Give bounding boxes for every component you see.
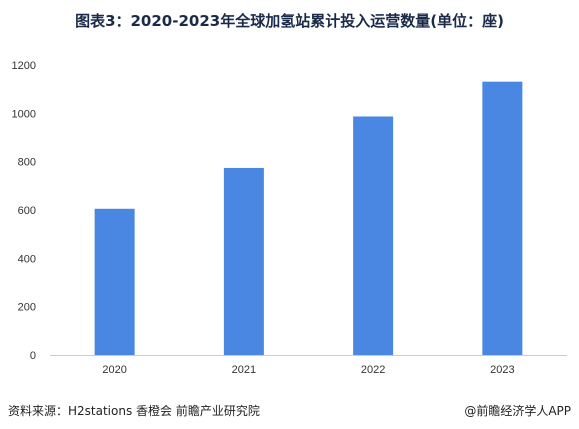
chart-title: 图表3：2020-2023年全球加氢站累计投入运营数量(单位：座) [75,12,504,30]
bar-2021 [223,167,264,355]
source-note: 资料来源：H2stations 香橙会 前瞻产业研究院 [8,404,260,418]
y-axis-ticks: 0 200 400 600 800 1000 1200 [12,60,36,362]
x-tick-label: 2020 [102,364,126,376]
bar-2020 [94,208,135,355]
y-tick-label: 200 [18,302,36,314]
credit-note: @前瞻经济学人APP [464,404,571,418]
bar-2023 [482,81,523,356]
y-tick-label: 400 [18,253,36,265]
bars [94,81,523,356]
x-tick-label: 2023 [490,364,514,376]
y-tick-label: 0 [30,350,36,362]
y-tick-label: 1000 [12,108,36,120]
y-tick-label: 600 [18,205,36,217]
x-tick-label: 2022 [361,364,385,376]
y-tick-label: 1200 [12,60,36,72]
y-tick-label: 800 [18,157,36,169]
bar-2022 [353,116,394,355]
x-axis-ticks: 2020 2021 2022 2023 [102,364,514,376]
x-tick-label: 2021 [232,364,256,376]
